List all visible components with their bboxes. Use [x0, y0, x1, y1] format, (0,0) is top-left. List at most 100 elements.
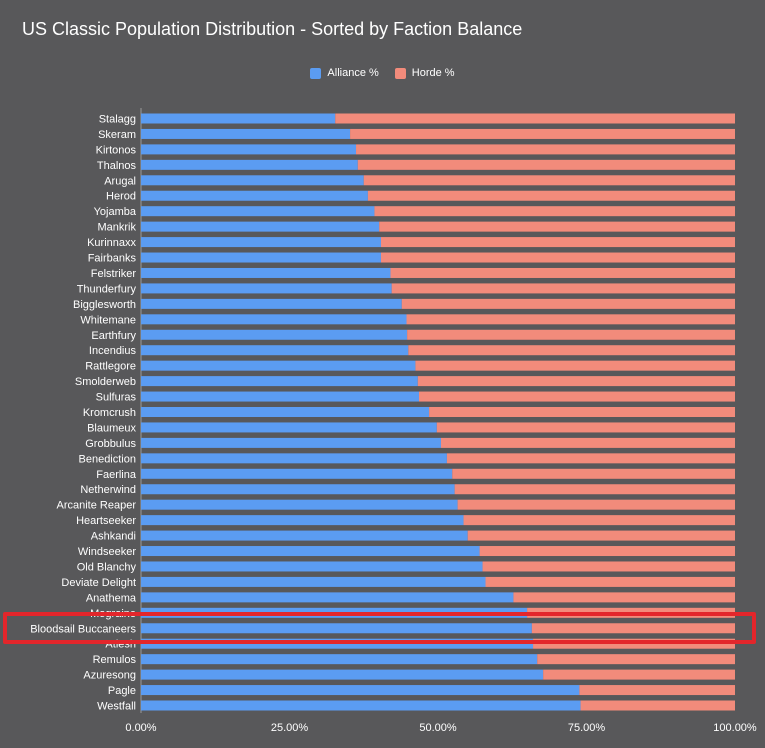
- bar-alliance-felstriker[interactable]: [141, 267, 391, 278]
- legend-label-horde: Horde %: [411, 67, 455, 79]
- category-label-whitemane: Whitemane: [80, 314, 136, 326]
- bar-horde-earthfury[interactable]: [407, 329, 735, 340]
- bar-horde-arugal[interactable]: [363, 175, 735, 186]
- bar-horde-stalagg[interactable]: [335, 113, 735, 124]
- x-tick-label: 25.00%: [271, 722, 309, 734]
- category-label-benediction: Benediction: [79, 453, 137, 465]
- bar-alliance-bigglesworth[interactable]: [141, 298, 402, 309]
- bar-alliance-ashkandi[interactable]: [141, 530, 468, 541]
- highlight-box: [3, 612, 756, 644]
- bar-horde-pagle[interactable]: [579, 685, 735, 696]
- category-label-windseeker: Windseeker: [78, 546, 136, 558]
- category-label-mankrik: Mankrik: [97, 222, 136, 234]
- bar-horde-thalnos[interactable]: [357, 159, 735, 170]
- bar-alliance-stalagg[interactable]: [141, 113, 336, 124]
- bar-horde-sulfuras[interactable]: [418, 391, 735, 402]
- bar-horde-whitemane[interactable]: [406, 314, 735, 325]
- chart-title: US Classic Population Distribution - Sor…: [22, 19, 523, 39]
- bar-alliance-rattlegore[interactable]: [141, 360, 416, 371]
- bar-alliance-herod[interactable]: [141, 190, 368, 201]
- bar-alliance-kromcrush[interactable]: [141, 407, 430, 417]
- bar-alliance-windseeker[interactable]: [141, 546, 480, 557]
- bar-alliance-smolderweb[interactable]: [141, 376, 418, 387]
- bar-horde-skeram[interactable]: [350, 128, 735, 139]
- bar-horde-rattlegore[interactable]: [415, 360, 735, 371]
- bar-horde-kirtonos[interactable]: [356, 144, 735, 155]
- bar-alliance-sulfuras[interactable]: [141, 391, 419, 402]
- bar-horde-herod[interactable]: [367, 190, 735, 201]
- bar-alliance-skeram[interactable]: [141, 128, 351, 139]
- bar-horde-blaumeux[interactable]: [436, 422, 735, 433]
- bar-horde-netherwind[interactable]: [454, 484, 735, 495]
- category-label-grobbulus: Grobbulus: [85, 438, 136, 450]
- category-label-smolderweb: Smolderweb: [75, 376, 136, 388]
- bar-alliance-heartseeker[interactable]: [141, 515, 464, 526]
- legend-swatch-alliance: [310, 67, 322, 79]
- category-label-faerlina: Faerlina: [96, 469, 137, 481]
- bar-horde-thunderfury[interactable]: [391, 283, 735, 294]
- bar-alliance-azuresong[interactable]: [141, 669, 544, 680]
- bar-horde-bigglesworth[interactable]: [401, 298, 735, 309]
- category-label-kromcrush: Kromcrush: [83, 407, 136, 419]
- bar-horde-old-blanchy[interactable]: [482, 561, 735, 572]
- bar-horde-incendius[interactable]: [408, 345, 735, 356]
- bar-alliance-faerlina[interactable]: [141, 468, 453, 479]
- bar-horde-deviate-delight[interactable]: [485, 576, 735, 587]
- bar-alliance-incendius[interactable]: [141, 345, 409, 356]
- bar-horde-anathema[interactable]: [513, 592, 735, 603]
- category-label-bloodsail-buccaneers: Bloodsail Buccaneers: [30, 623, 136, 635]
- bar-horde-smolderweb[interactable]: [417, 376, 735, 387]
- bar-alliance-blaumeux[interactable]: [141, 422, 437, 433]
- bar-horde-benediction[interactable]: [446, 453, 735, 464]
- bar-alliance-remulos[interactable]: [141, 654, 538, 665]
- bar-horde-mankrik[interactable]: [379, 221, 735, 232]
- bar-horde-arcanite-reaper[interactable]: [457, 499, 735, 510]
- bar-alliance-netherwind[interactable]: [141, 484, 455, 495]
- bar-horde-yojamba[interactable]: [374, 206, 735, 217]
- bar-horde-kurinnaxx[interactable]: [380, 237, 735, 248]
- bar-alliance-fairbanks[interactable]: [141, 252, 381, 263]
- bar-alliance-anathema[interactable]: [141, 592, 514, 603]
- category-label-thunderfury: Thunderfury: [77, 283, 137, 295]
- bar-alliance-westfall[interactable]: [141, 700, 581, 711]
- bar-horde-remulos[interactable]: [537, 654, 735, 665]
- bar-alliance-arcanite-reaper[interactable]: [141, 499, 458, 510]
- category-label-anathema: Anathema: [86, 592, 137, 604]
- bar-alliance-bloodsail-buccaneers[interactable]: [141, 623, 532, 634]
- bar-alliance-whitemane[interactable]: [141, 314, 407, 325]
- bar-alliance-deviate-delight[interactable]: [141, 576, 486, 587]
- bar-horde-azuresong[interactable]: [543, 669, 735, 680]
- bar-alliance-pagle[interactable]: [141, 685, 580, 696]
- bar-alliance-mankrik[interactable]: [141, 221, 380, 232]
- bar-alliance-kurinnaxx[interactable]: [141, 237, 381, 248]
- bar-horde-westfall[interactable]: [580, 700, 735, 711]
- bar-alliance-kirtonos[interactable]: [141, 144, 357, 155]
- category-label-ashkandi: Ashkandi: [91, 531, 136, 543]
- bar-horde-windseeker[interactable]: [479, 546, 735, 557]
- category-label-remulos: Remulos: [93, 654, 137, 666]
- category-label-incendius: Incendius: [89, 345, 137, 357]
- bar-horde-heartseeker[interactable]: [463, 515, 735, 526]
- bar-horde-bloodsail-buccaneers[interactable]: [531, 623, 735, 634]
- bar-horde-ashkandi[interactable]: [467, 530, 735, 541]
- bar-alliance-earthfury[interactable]: [141, 329, 408, 340]
- bar-horde-fairbanks[interactable]: [380, 252, 735, 263]
- category-label-heartseeker: Heartseeker: [76, 515, 136, 527]
- category-label-azuresong: Azuresong: [83, 670, 136, 682]
- bar-alliance-old-blanchy[interactable]: [141, 561, 483, 572]
- category-label-pagle: Pagle: [108, 685, 136, 697]
- bar-alliance-benediction[interactable]: [141, 453, 447, 464]
- bar-alliance-arugal[interactable]: [141, 175, 364, 186]
- bar-horde-grobbulus[interactable]: [440, 437, 735, 448]
- category-label-fairbanks: Fairbanks: [88, 253, 137, 265]
- bar-horde-kromcrush[interactable]: [429, 407, 735, 417]
- bar-horde-felstriker[interactable]: [390, 267, 735, 278]
- bar-alliance-grobbulus[interactable]: [141, 437, 441, 448]
- bar-horde-faerlina[interactable]: [452, 468, 735, 479]
- bar-alliance-yojamba[interactable]: [141, 206, 375, 217]
- legend-item-alliance[interactable]: Alliance %: [310, 67, 379, 79]
- bar-alliance-thunderfury[interactable]: [141, 283, 392, 294]
- x-tick-label: 75.00%: [568, 722, 606, 734]
- bar-alliance-thalnos[interactable]: [141, 159, 358, 170]
- legend-item-horde[interactable]: Horde %: [394, 67, 455, 79]
